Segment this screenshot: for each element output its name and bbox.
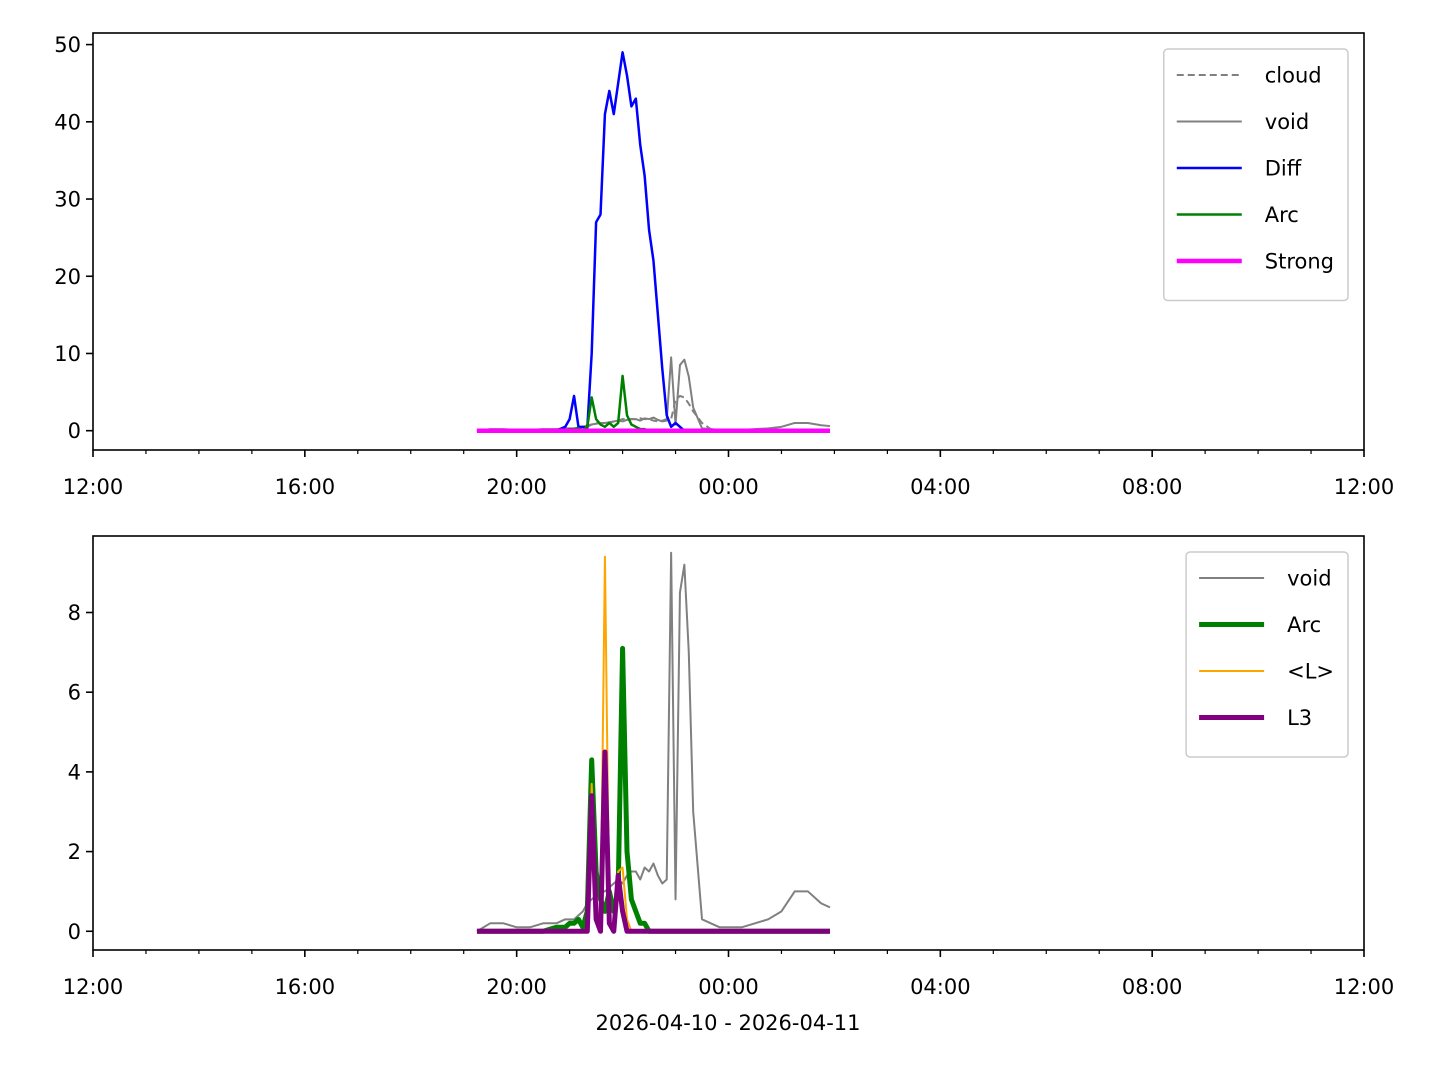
series-line (476, 749, 830, 934)
y-tick-label: 30 (54, 188, 81, 212)
legend-label: Arc (1265, 203, 1299, 227)
y-tick-label: 8 (68, 601, 81, 625)
y-tick-label: 40 (54, 110, 81, 134)
y-tick-label: 2 (68, 840, 81, 864)
x-tick-label: 00:00 (698, 975, 759, 999)
y-tick-label: 0 (68, 920, 81, 944)
x-tick-label: 08:00 (1122, 975, 1183, 999)
legend-label: cloud (1265, 64, 1322, 88)
legend-box (1163, 48, 1349, 302)
y-tick-label: 20 (54, 265, 81, 289)
legend-box (1185, 551, 1349, 758)
legend-label: <L> (1287, 660, 1334, 684)
x-tick-label: 16:00 (275, 975, 336, 999)
x-tick-label: 20:00 (486, 475, 547, 499)
y-tick-label: 10 (54, 342, 81, 366)
y-tick-label: 0 (68, 419, 81, 443)
legend-label: Diff (1265, 157, 1302, 181)
x-tick-label: 12:00 (63, 475, 124, 499)
x-tick-label: 16:00 (275, 475, 336, 499)
legend: cloud void Diff Arc Strong (1163, 48, 1349, 302)
legend-label: L3 (1287, 706, 1312, 730)
x-tick-label: 12:00 (1334, 475, 1395, 499)
x-tick-label: 04:00 (910, 475, 971, 499)
axes-frame (92, 535, 1365, 951)
axes-frame (92, 32, 1365, 451)
legend-label: Strong (1265, 250, 1334, 274)
y-tick-label: 4 (68, 760, 81, 784)
x-tick-label: 20:00 (486, 975, 547, 999)
legend: void Arc <L> L3 (1185, 551, 1349, 758)
y-tick-label: 6 (68, 681, 81, 705)
series-line (476, 551, 831, 933)
x-tick-label: 12:00 (1334, 975, 1395, 999)
legend-label: void (1265, 110, 1309, 134)
y-tick-label: 50 (54, 33, 81, 57)
x-tick-label: 12:00 (63, 975, 124, 999)
x-axis-label: 2026-04-10 - 2026-04-11 (595, 1011, 860, 1035)
x-tick-label: 00:00 (698, 475, 759, 499)
legend-label: Arc (1287, 613, 1321, 637)
legend-label: void (1287, 567, 1331, 591)
x-tick-label: 04:00 (910, 975, 971, 999)
x-tick-label: 08:00 (1122, 475, 1183, 499)
